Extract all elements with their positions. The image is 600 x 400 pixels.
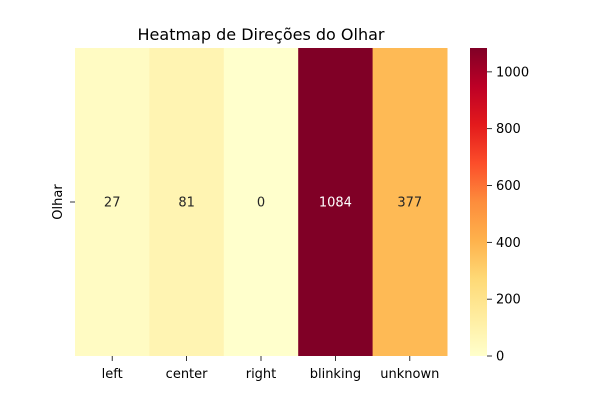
- x-tick-label: unknown: [380, 367, 439, 382]
- heatmap-cell-left: [75, 48, 150, 356]
- heatmap-cell-unknown: [372, 48, 448, 356]
- column-labels: left center right blinking unknown: [102, 356, 439, 382]
- colorbar-tick-label: 400: [496, 236, 521, 251]
- x-tick-label: center: [166, 367, 208, 382]
- heatmap-cells: 27 81 0 1084 377: [75, 48, 448, 356]
- colorbar-tick-label: 1000: [496, 65, 529, 80]
- colorbar: 0 200 400 600 800 1000: [470, 48, 529, 365]
- row-labels: Olhar: [51, 184, 75, 220]
- cell-annotation-blinking: 1084: [319, 196, 352, 211]
- colorbar-gradient: [470, 48, 487, 356]
- colorbar-tick-label: 600: [496, 179, 521, 194]
- colorbar-tick-label: 0: [496, 350, 504, 365]
- y-tick-label: Olhar: [51, 184, 66, 220]
- x-tick-label: blinking: [310, 367, 361, 382]
- heatmap-cell-right: [223, 48, 299, 356]
- cell-annotation-left: 27: [104, 196, 121, 211]
- x-tick-label: right: [246, 367, 277, 382]
- cell-annotation-unknown: 377: [397, 196, 422, 211]
- colorbar-ticks: 0 200 400 600 800 1000: [487, 65, 529, 365]
- chart-title: Heatmap de Direções do Olhar: [138, 25, 385, 44]
- heatmap-cell-center: [149, 48, 225, 356]
- colorbar-tick-label: 800: [496, 122, 521, 137]
- heatmap-cell-blinking: [298, 48, 374, 356]
- x-tick-label: left: [102, 367, 123, 382]
- cell-annotation-center: 81: [178, 196, 195, 211]
- cell-annotation-right: 0: [257, 196, 265, 211]
- colorbar-tick-label: 200: [496, 293, 521, 308]
